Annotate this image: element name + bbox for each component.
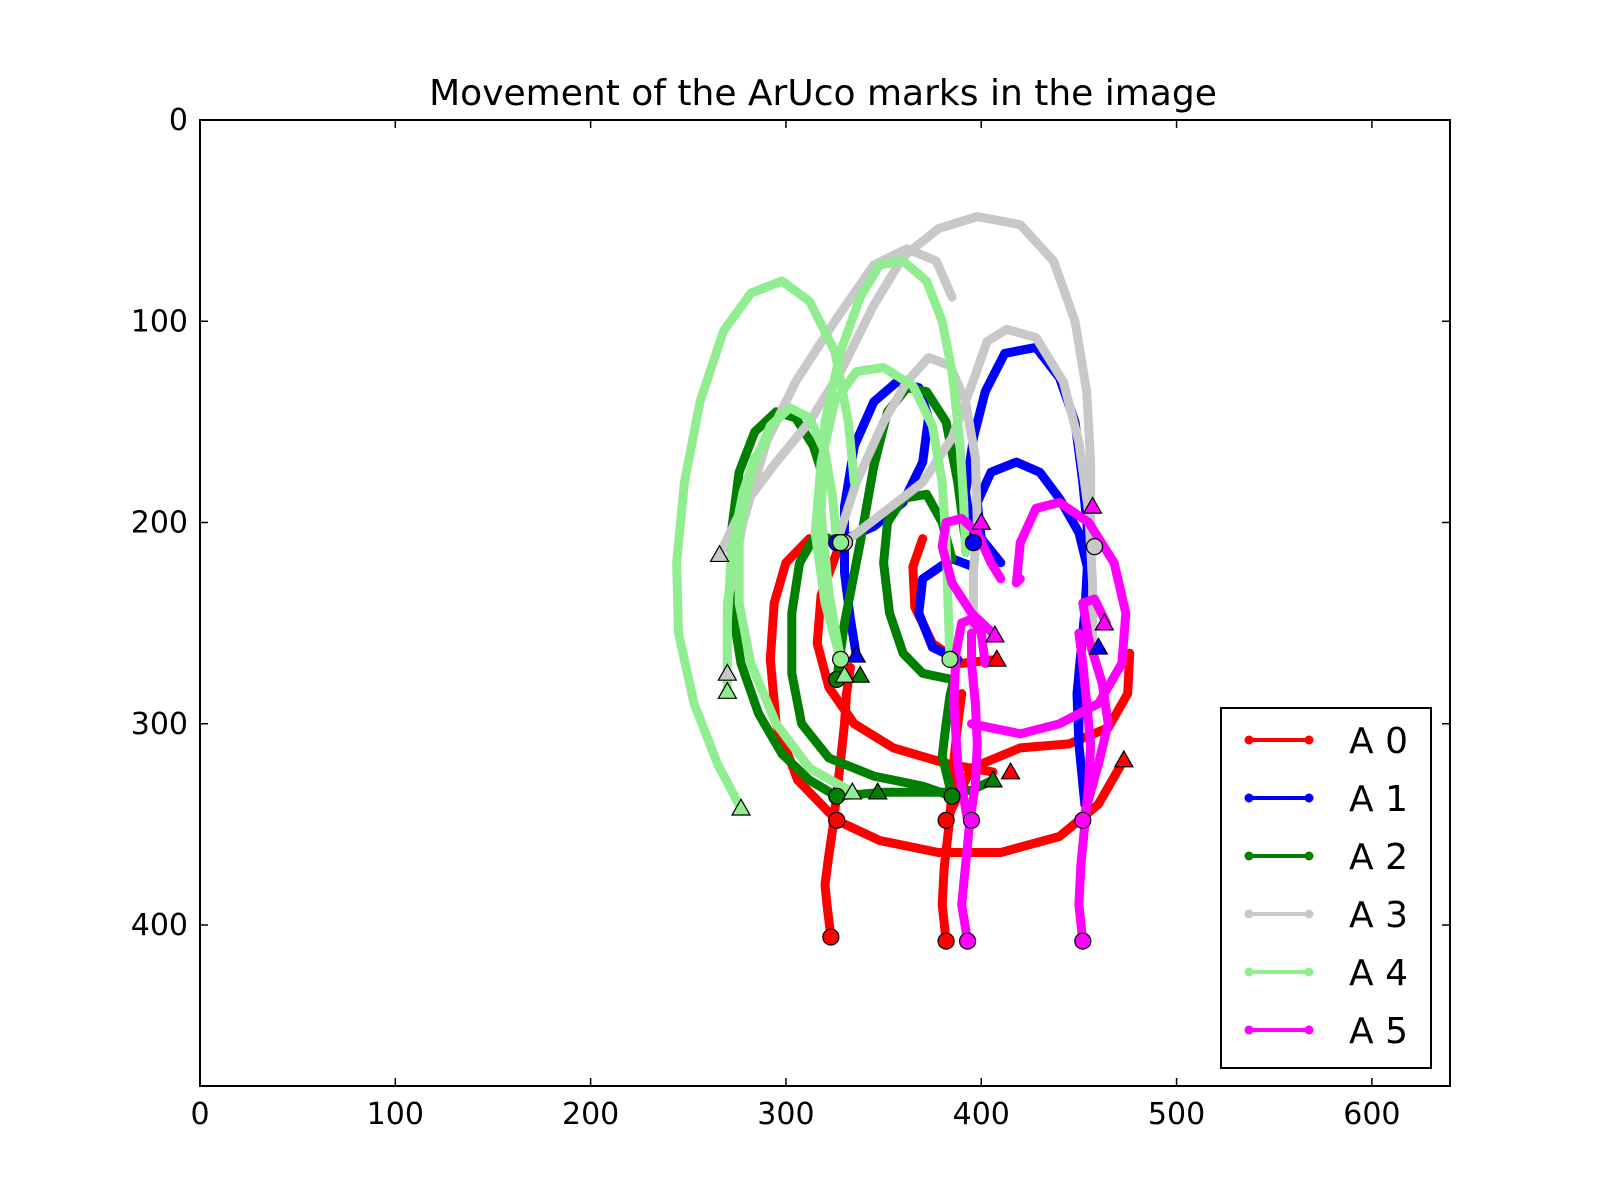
end-point-marker bbox=[984, 624, 1005, 643]
end-point-marker bbox=[1000, 761, 1021, 780]
series-line bbox=[957, 628, 982, 946]
y-tick-label: 200 bbox=[131, 506, 188, 541]
start-point-marker bbox=[937, 932, 955, 950]
series-line bbox=[937, 514, 1006, 640]
start-point-marker bbox=[943, 787, 961, 805]
start-point-marker bbox=[958, 932, 977, 950]
series-line bbox=[722, 437, 771, 696]
start-point-marker bbox=[822, 928, 840, 946]
plot-frame bbox=[199, 119, 1451, 1087]
legend-entry: A 3 bbox=[1244, 895, 1408, 936]
legend-label: A 3 bbox=[1349, 895, 1408, 936]
y-tick-label: 400 bbox=[131, 908, 188, 943]
markers-a-2 bbox=[828, 665, 1004, 805]
legend-marker bbox=[1244, 735, 1254, 745]
legend-entry: A 1 bbox=[1244, 779, 1408, 820]
series-line bbox=[765, 534, 842, 825]
start-point-marker bbox=[832, 534, 850, 552]
legend-marker bbox=[1244, 967, 1254, 977]
series-line bbox=[1078, 594, 1113, 825]
x-tick-label: 0 bbox=[190, 1097, 209, 1132]
legend-label: A 5 bbox=[1349, 1011, 1408, 1052]
legend-marker bbox=[1304, 1025, 1314, 1035]
start-point-marker bbox=[828, 787, 846, 805]
x-tick-label: 200 bbox=[562, 1097, 619, 1132]
legend-marker bbox=[1304, 851, 1314, 861]
legend-marker bbox=[1244, 793, 1254, 803]
series-line bbox=[832, 755, 1129, 857]
end-point-marker bbox=[982, 769, 1004, 788]
end-point-marker bbox=[846, 645, 867, 663]
legend-marker bbox=[1244, 1025, 1254, 1035]
markers-a-1 bbox=[828, 534, 1109, 663]
start-point-marker bbox=[941, 650, 959, 668]
series-line bbox=[715, 212, 1096, 560]
end-point-marker bbox=[717, 663, 738, 681]
end-point-marker bbox=[971, 512, 992, 530]
end-point-marker bbox=[850, 665, 871, 683]
x-tick-label: 300 bbox=[757, 1097, 814, 1132]
series-line bbox=[816, 256, 971, 664]
end-point-marker bbox=[986, 649, 1007, 667]
start-point-marker bbox=[1085, 538, 1104, 556]
start-point-marker bbox=[832, 650, 850, 668]
end-point-marker bbox=[1082, 496, 1103, 514]
legend-entry: A 2 bbox=[1244, 837, 1408, 878]
start-point-marker bbox=[1074, 811, 1092, 829]
legend-marker bbox=[1304, 909, 1314, 919]
start-point-marker bbox=[962, 811, 981, 829]
legend-entry: A 0 bbox=[1244, 721, 1408, 762]
start-point-marker bbox=[937, 811, 955, 829]
legend-entry: A 4 bbox=[1244, 953, 1408, 994]
series-line bbox=[967, 497, 1131, 739]
markers-a-5 bbox=[958, 496, 1115, 950]
legend-marker bbox=[1304, 735, 1314, 745]
series-a-5 bbox=[937, 497, 1131, 946]
legend-label: A 1 bbox=[1349, 779, 1408, 820]
end-point-marker bbox=[1094, 612, 1115, 631]
end-point-marker bbox=[709, 544, 730, 563]
x-tick-label: 500 bbox=[1148, 1097, 1205, 1132]
series-line bbox=[672, 276, 859, 813]
legend-label: A 0 bbox=[1349, 721, 1408, 762]
y-tick-label: 100 bbox=[131, 304, 188, 339]
start-point-marker bbox=[1074, 932, 1092, 950]
legend-entry: A 5 bbox=[1244, 1011, 1408, 1052]
legend-marker bbox=[1304, 793, 1314, 803]
legend-marker bbox=[1304, 967, 1314, 977]
y-tick-label: 0 bbox=[169, 103, 188, 138]
series-line bbox=[949, 614, 990, 825]
series-line bbox=[787, 528, 957, 801]
end-point-marker bbox=[867, 781, 888, 800]
end-point-marker bbox=[717, 681, 738, 699]
legend-marker bbox=[1244, 909, 1254, 919]
x-tick-label: 400 bbox=[953, 1097, 1010, 1132]
markers-a-0 bbox=[822, 649, 1134, 950]
legend-label: A 4 bbox=[1349, 953, 1408, 994]
series-line bbox=[972, 457, 1094, 749]
series-line bbox=[879, 489, 957, 684]
legend-marker bbox=[1244, 851, 1254, 861]
x-tick-label: 600 bbox=[1343, 1097, 1400, 1132]
chart-title: Movement of the ArUco marks in the image bbox=[429, 73, 1217, 114]
markers-a-4 bbox=[717, 534, 959, 816]
end-point-marker bbox=[842, 781, 863, 800]
end-point-marker bbox=[730, 798, 752, 816]
legend-box bbox=[1220, 707, 1432, 1069]
x-tick-label: 100 bbox=[367, 1097, 424, 1132]
legend-label: A 2 bbox=[1349, 837, 1408, 878]
start-point-marker bbox=[828, 811, 846, 829]
y-tick-label: 300 bbox=[131, 707, 188, 742]
end-point-marker bbox=[1113, 749, 1134, 768]
start-point-marker bbox=[964, 534, 983, 552]
end-point-marker bbox=[834, 665, 855, 683]
end-point-marker bbox=[1088, 637, 1109, 655]
